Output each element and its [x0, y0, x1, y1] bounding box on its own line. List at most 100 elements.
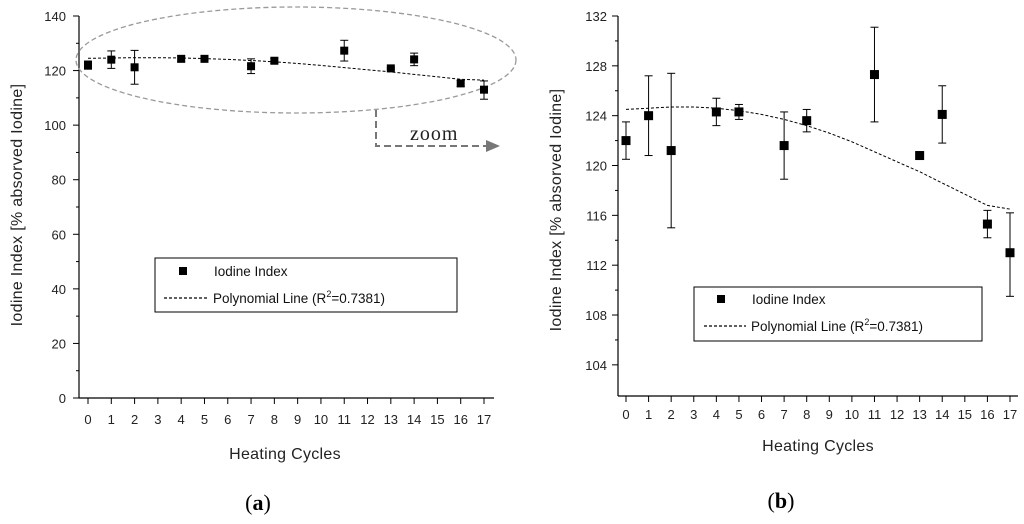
x-tick-label-b: 14 [935, 407, 949, 422]
legend-poly-sup-b: 2 [864, 317, 869, 327]
y-tick-label-a: 80 [52, 173, 66, 188]
y-axis-title-a: Iodine Index [% absorved Iodine] [9, 84, 26, 327]
legend-poly-text-b: Polynomial Line (R [751, 319, 865, 334]
x-tick-label-b: 11 [868, 407, 882, 422]
data-point-a [247, 62, 256, 71]
y-tick-label-b: 132 [585, 9, 607, 24]
ticks-b [612, 15, 1011, 402]
legend-marker-a [179, 267, 187, 275]
x-tick-label-a: 5 [201, 412, 208, 427]
x-tick-label-a: 10 [314, 412, 328, 427]
panel-label-b: (b) [768, 488, 795, 513]
data-point-b [666, 146, 676, 156]
data-point-a [340, 46, 349, 55]
data-point-b [802, 116, 812, 126]
x-tick-label-b: 9 [826, 407, 833, 422]
x-tick-label-b: 16 [980, 407, 994, 422]
x-tick-label-b: 13 [912, 407, 926, 422]
zoom-arrow [375, 110, 488, 147]
zoom-arrowhead [486, 140, 500, 152]
legend-b: Iodine Index Polynomial Line (R2=0.7381) [693, 286, 983, 342]
legend-iodine-label-b: Iodine Index [752, 292, 826, 307]
data-point-b [1005, 248, 1015, 258]
zoom-label: zoom [410, 123, 458, 145]
legend-box-a [154, 257, 458, 313]
x-tick-label-a: 16 [453, 412, 467, 427]
x-tick-label-b: 1 [645, 407, 652, 422]
y-tick-labels-a: 0 20 40 60 80 100 120 140 [44, 9, 66, 406]
y-tick-label-a: 60 [52, 227, 66, 242]
legend-poly-label-b: Polynomial Line (R2=0.7381) [751, 317, 923, 334]
x-tick-label-a: 13 [384, 412, 398, 427]
x-tick-label-b: 10 [845, 407, 859, 422]
data-point-a [480, 85, 488, 94]
data-point-a [456, 79, 465, 88]
x-tick-label-a: 6 [224, 412, 231, 427]
x-axis-title-a: Heating Cycles [229, 446, 341, 463]
data-point-a [410, 55, 419, 64]
fit-line-b [625, 106, 1011, 210]
ticks-a [73, 15, 485, 404]
x-tick-label-a: 8 [271, 412, 278, 427]
x-tick-label-a: 11 [337, 412, 351, 427]
x-tick-label-a: 12 [360, 412, 374, 427]
panel-label-a-letter: a [253, 490, 264, 515]
legend-marker-b [717, 295, 725, 303]
x-tick-label-b: 2 [668, 407, 675, 422]
y-tick-label-a: 140 [44, 9, 66, 24]
legend-poly-value-b: =0.7381) [869, 319, 923, 334]
legend-iodine-label-a: Iodine Index [214, 264, 288, 279]
points-a [84, 39, 488, 100]
data-point-b [734, 107, 744, 117]
data-point-b [869, 70, 879, 80]
data-point-b [644, 111, 654, 121]
x-tick-label-a: 2 [131, 412, 138, 427]
panel-label-a-close: ) [264, 490, 271, 515]
data-point-a [270, 56, 279, 65]
y-tick-labels-b: 104 108 112 116 120 124 128 132 [585, 9, 607, 373]
data-point-b [915, 151, 925, 161]
x-tick-label-b: 17 [1003, 407, 1017, 422]
data-point-a [84, 61, 92, 70]
y-tick-label-b: 116 [586, 208, 607, 223]
data-point-b [711, 107, 721, 117]
data-point-a [107, 55, 116, 64]
x-tick-label-b: 4 [713, 407, 720, 422]
legend-poly-text-a: Polynomial Line (R [213, 291, 327, 306]
y-axis-title-b: Iodine Index [% absorved Iodine] [548, 89, 565, 332]
x-tick-label-b: 3 [690, 407, 697, 422]
legend-a: Iodine Index Polynomial Line (R2=0.7381) [154, 257, 458, 313]
x-axis-title-b: Heating Cycles [762, 438, 874, 455]
x-tick-label-a: 9 [294, 412, 301, 427]
x-tick-label-b: 5 [735, 407, 742, 422]
x-tick-label-b: 6 [758, 407, 765, 422]
x-tick-label-b: 15 [958, 407, 972, 422]
x-tick-label-a: 14 [407, 412, 421, 427]
x-tick-label-a: 1 [108, 412, 115, 427]
data-point-a [177, 54, 186, 63]
x-tick-label-a: 3 [154, 412, 161, 427]
panel-label-b-letter: b [775, 488, 787, 513]
x-tick-label-b: 8 [803, 407, 810, 422]
data-point-b [621, 136, 631, 146]
y-tick-label-a: 120 [44, 64, 66, 79]
points-b [621, 26, 1015, 297]
x-tick-label-a: 15 [430, 412, 444, 427]
y-tick-label-b: 104 [585, 358, 607, 373]
panel-label-a: (a) [245, 490, 271, 515]
x-tick-label-a: 7 [247, 412, 254, 427]
panel-label-a-open: ( [245, 490, 252, 515]
x-tick-label-a: 17 [477, 412, 491, 427]
polynomial-line-a [87, 57, 485, 81]
x-tick-label-b: 0 [622, 407, 629, 422]
legend-poly-label-a: Polynomial Line (R2=0.7381) [213, 289, 385, 306]
y-tick-label-b: 128 [585, 59, 607, 74]
legend-poly-sup-a: 2 [326, 289, 331, 299]
y-tick-label-b: 120 [585, 159, 607, 174]
y-tick-label-b: 108 [585, 308, 607, 323]
data-point-b [779, 141, 789, 151]
data-point-b [982, 219, 992, 229]
fit-line-a [87, 57, 485, 81]
x-tick-label-a: 4 [178, 412, 185, 427]
